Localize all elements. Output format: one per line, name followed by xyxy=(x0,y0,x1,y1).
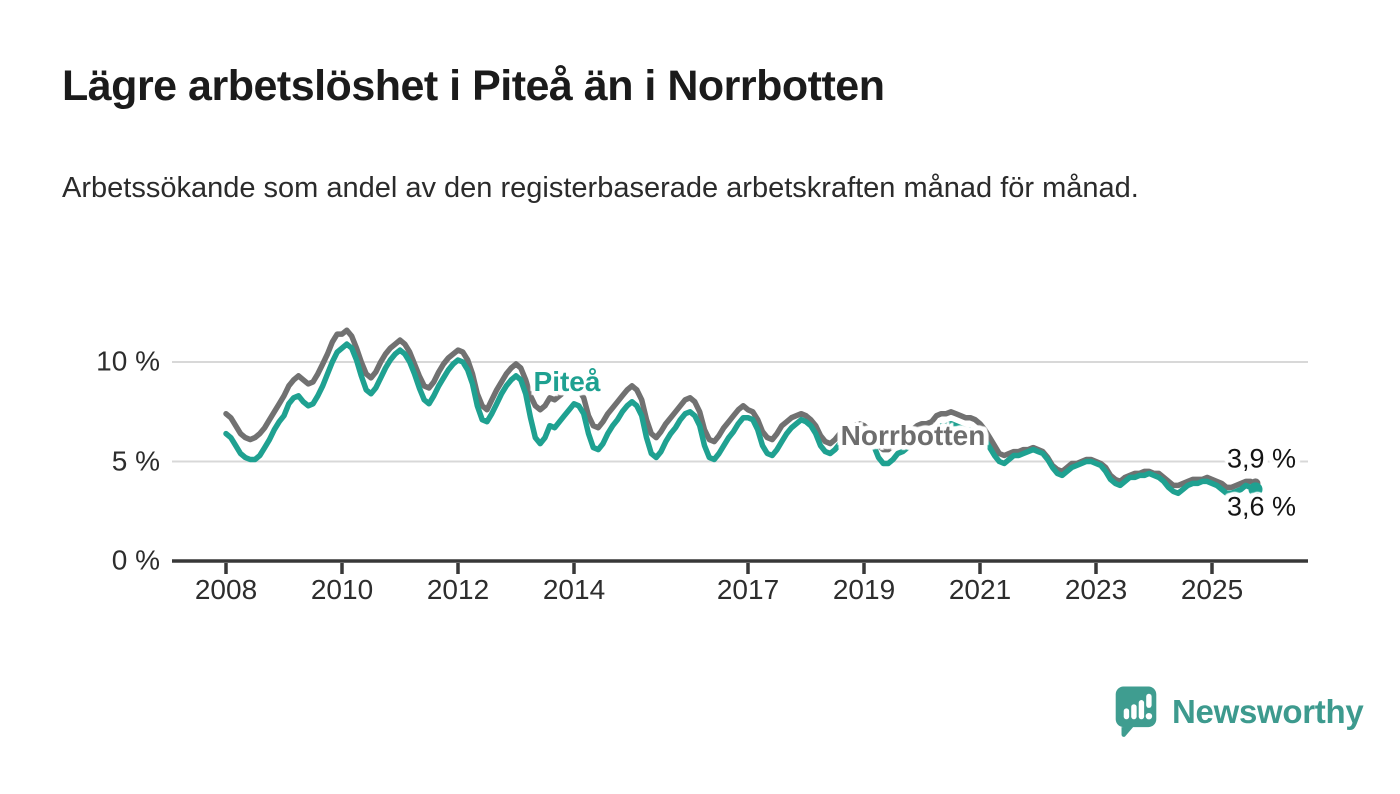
x-tick-label: 2025 xyxy=(1180,574,1244,605)
x-tick-label: 2017 xyxy=(716,574,780,605)
y-tick-label: 10 % xyxy=(96,345,160,377)
end-value-pitea: 3,6 % xyxy=(1227,491,1297,522)
y-tick-label: 5 % xyxy=(111,444,160,476)
series-label-norrbotten: Norrbotten xyxy=(840,420,986,451)
pite-line xyxy=(223,341,1259,497)
x-tick-label: 2019 xyxy=(832,574,896,605)
pite-endpoint-dot xyxy=(1248,482,1263,497)
x-tick-label: 2008 xyxy=(194,574,258,605)
x-tick-label: 2012 xyxy=(426,574,490,605)
page-subtitle: Arbetssökande som andel av den registerb… xyxy=(62,172,1139,204)
y-tick-label: 0 % xyxy=(111,544,160,576)
x-tick-label: 2014 xyxy=(542,574,606,605)
x-tick-label: 2021 xyxy=(948,574,1012,605)
series-label-pitea: Piteå xyxy=(533,366,601,397)
newsworthy-logo: Newsworthy xyxy=(1115,686,1364,737)
newsworthy-bubble-chart-icon xyxy=(1115,686,1157,737)
x-tick-label: 2023 xyxy=(1064,574,1128,605)
page-title: Lägre arbetslöshet i Piteå än i Norrbott… xyxy=(62,62,885,110)
newsworthy-wordmark: Newsworthy xyxy=(1172,692,1364,730)
end-value-norrbotten: 3,9 % xyxy=(1227,443,1297,474)
x-tick-label: 2010 xyxy=(310,574,374,605)
